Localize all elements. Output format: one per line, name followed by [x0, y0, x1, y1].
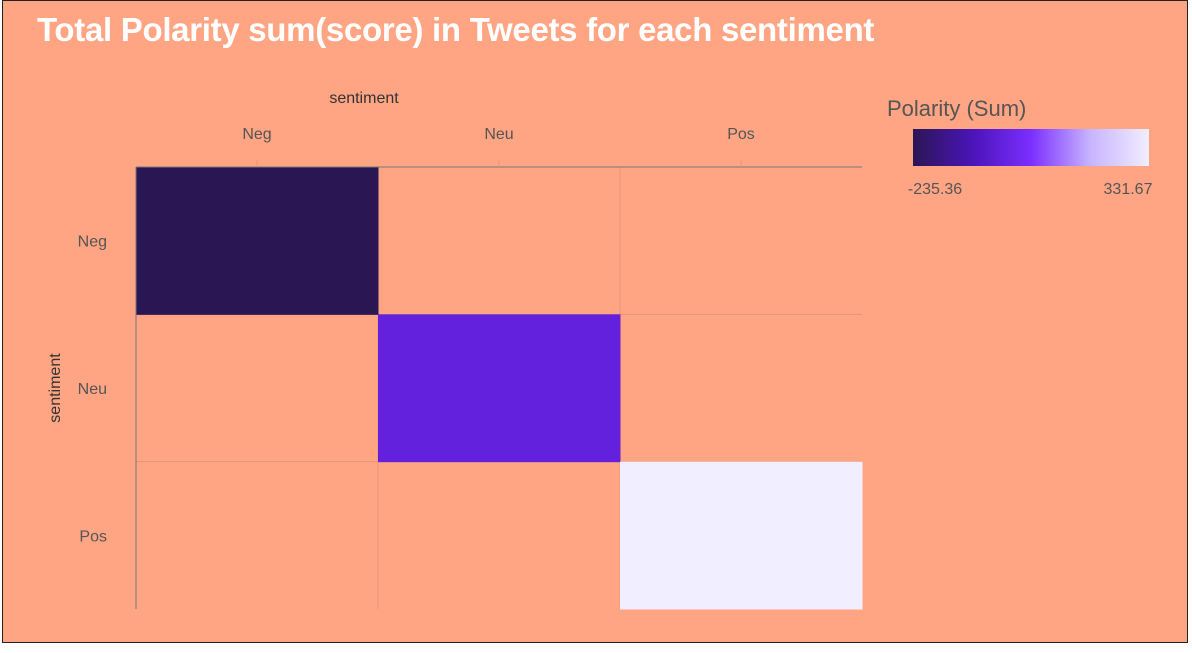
x-tick-label: Pos	[727, 126, 755, 143]
x-tick-label: Neg	[242, 126, 271, 143]
colorbar	[913, 129, 1149, 166]
y-tick-label: Neg	[78, 234, 107, 251]
y-tick-label: Pos	[79, 528, 107, 545]
colorbar-max-label: 331.67	[1104, 181, 1153, 198]
x-tick-label: Neu	[484, 126, 513, 143]
axes-layer: Neg Neu Pos Neg Neu Pos sentiment sentiment	[47, 90, 862, 609]
cells-layer	[136, 167, 863, 610]
heatmap-cell-neu-neu[interactable]	[378, 314, 621, 463]
x-axis-title: sentiment	[329, 90, 399, 107]
chart-title: Total Polarity sum(score) in Tweets for …	[37, 11, 875, 48]
y-tick-label: Neu	[78, 381, 107, 398]
colorbar-min-label: -235.36	[908, 181, 962, 198]
heatmap-cell-neg-neg[interactable]	[136, 167, 379, 315]
colorbar-title: Polarity (Sum)	[887, 96, 1026, 121]
heatmap-cell-pos-pos[interactable]	[620, 461, 863, 610]
legend-layer: Polarity (Sum) -235.36 331.67	[887, 96, 1153, 198]
y-axis-title: sentiment	[47, 353, 64, 423]
